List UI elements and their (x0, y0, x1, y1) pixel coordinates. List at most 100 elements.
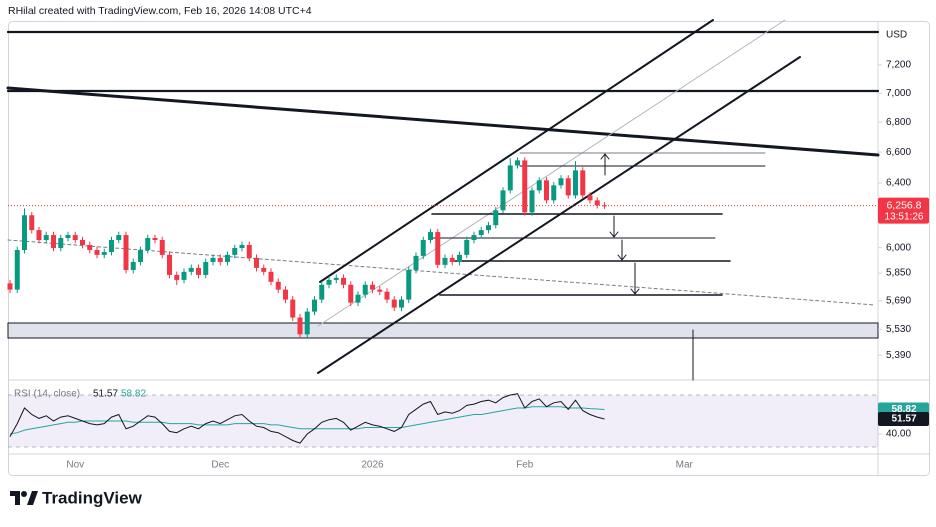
y-tick-label: 7,000 (886, 88, 911, 99)
candle-body (188, 267, 194, 272)
rsi-tag-bg (878, 411, 929, 426)
candle-body (159, 240, 165, 255)
rsi-ma-tag: 58.82 (891, 404, 916, 415)
candle-body (370, 284, 375, 290)
candle-body (420, 240, 426, 256)
candle-body (442, 257, 448, 265)
candle-body (123, 235, 129, 270)
candle-body (283, 289, 288, 300)
candle-body (36, 230, 42, 241)
candle-body (232, 247, 238, 255)
logo: TradingView (10, 488, 143, 507)
rsi-ma-value: 58.82 (121, 389, 146, 400)
candle-body (290, 299, 296, 318)
x-tick-label: Nov (66, 460, 84, 471)
candle-body (602, 205, 607, 207)
candle-body (116, 235, 122, 241)
x-tick-label: Feb (516, 460, 534, 471)
candle-body (428, 232, 433, 241)
candle-body (399, 299, 404, 308)
candle-body (72, 235, 78, 241)
arrow-down (630, 262, 640, 295)
candle-body (413, 255, 419, 270)
candle-body (297, 317, 303, 335)
logo-mark (27, 491, 38, 505)
candle-body (362, 284, 368, 295)
trend-line (6, 86, 880, 157)
drawings (6, 19, 880, 381)
candle-body (486, 225, 491, 231)
rsi-tick-label: 40.00 (886, 429, 911, 440)
candle-body (565, 178, 571, 196)
candle-body (268, 271, 274, 282)
brand: TradingView (42, 488, 143, 507)
channel-lower (317, 56, 801, 374)
candle-body (573, 170, 578, 196)
candle-body (22, 215, 27, 251)
x-tick-label: Dec (211, 460, 229, 471)
candle-body (58, 238, 64, 248)
candle-body (181, 271, 187, 280)
rsi-band (8, 395, 878, 447)
rsi-legend: RSI (14, close) 51.57 58.82 (14, 389, 146, 400)
y-tick-label: 6,400 (886, 178, 911, 189)
candle-body (167, 254, 172, 275)
candle-body (377, 289, 383, 292)
candle-body (275, 281, 281, 290)
header: RHilal created with TradingView.com, Feb… (8, 5, 312, 17)
y-tick-label: 5,390 (886, 350, 911, 361)
rsi-title: RSI (14, close) (14, 389, 80, 400)
x-tick-label: Mar (676, 460, 694, 471)
y-tick-label: 5,530 (886, 324, 911, 335)
candles (7, 157, 607, 338)
candle-body (471, 235, 477, 241)
candle-body (326, 279, 332, 285)
candle-body (65, 235, 71, 239)
rsi-ma-line (9, 406, 605, 435)
arrow-up (600, 153, 610, 176)
price-tag-bg (878, 197, 929, 224)
candle-body (355, 294, 361, 303)
candle-body (94, 250, 100, 255)
candle-body (384, 291, 390, 300)
y-tick-label: 5,690 (886, 295, 911, 306)
candle-body (464, 240, 470, 255)
rsi-line (9, 393, 605, 444)
candle-body (319, 284, 325, 300)
candle-body (333, 277, 339, 280)
candle-body (87, 244, 93, 251)
candle-body (406, 269, 412, 300)
y-tick-label: 6,800 (886, 117, 911, 128)
candle-body (246, 244, 252, 258)
candle-body (515, 160, 520, 166)
candle-body (522, 160, 528, 213)
candle-body (51, 235, 56, 248)
candle-body (544, 180, 549, 201)
candle-body (239, 244, 245, 248)
channel-upper (319, 19, 714, 283)
candle-body (551, 185, 557, 201)
candle-body (478, 230, 484, 236)
candle-body (29, 215, 35, 231)
candle-body (391, 299, 397, 308)
arrow-down (609, 215, 619, 238)
candle-body (217, 257, 223, 262)
candle-body (101, 252, 107, 255)
candle-body (304, 311, 310, 335)
candle-body (493, 210, 499, 226)
price-tag: 6,256.8 (886, 199, 921, 211)
trend-line-dashed (7, 239, 876, 306)
candle-body (348, 284, 354, 303)
candle-body (507, 165, 513, 191)
price-countdown: 13:51:26 (885, 211, 924, 222)
candle-body (14, 250, 20, 290)
candle-body (174, 274, 180, 280)
rsi-value: 51.57 (93, 389, 118, 400)
candle-body (145, 238, 151, 251)
candle-body (594, 200, 600, 206)
candle-body (80, 240, 85, 245)
currency: USD (886, 30, 907, 41)
candle-body (558, 178, 564, 186)
candle-body (7, 283, 13, 290)
candle-body (196, 267, 201, 275)
